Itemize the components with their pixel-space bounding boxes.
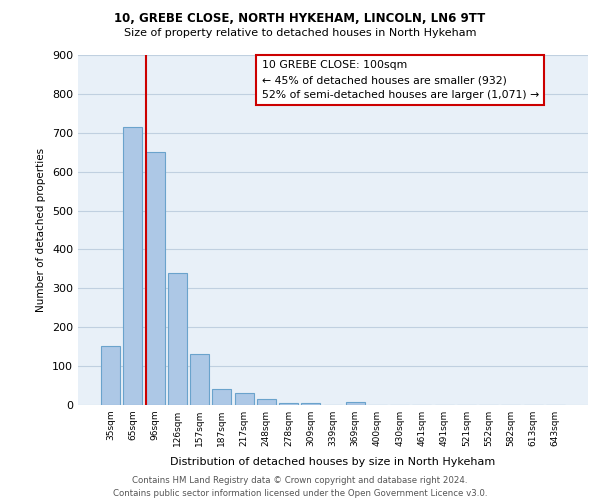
Text: 10, GREBE CLOSE, NORTH HYKEHAM, LINCOLN, LN6 9TT: 10, GREBE CLOSE, NORTH HYKEHAM, LINCOLN,… <box>115 12 485 26</box>
Bar <box>301 403 320 405</box>
Bar <box>101 346 120 405</box>
Text: 10 GREBE CLOSE: 100sqm
← 45% of detached houses are smaller (932)
52% of semi-de: 10 GREBE CLOSE: 100sqm ← 45% of detached… <box>262 60 539 100</box>
Bar <box>279 403 298 405</box>
Bar <box>124 127 142 405</box>
Bar <box>212 388 231 405</box>
Bar <box>146 152 164 405</box>
Bar <box>168 273 187 405</box>
Bar <box>190 354 209 405</box>
Bar <box>346 402 365 405</box>
Bar <box>235 394 254 405</box>
Bar <box>257 399 276 405</box>
X-axis label: Distribution of detached houses by size in North Hykeham: Distribution of detached houses by size … <box>170 458 496 468</box>
Text: Contains HM Land Registry data © Crown copyright and database right 2024.
Contai: Contains HM Land Registry data © Crown c… <box>113 476 487 498</box>
Y-axis label: Number of detached properties: Number of detached properties <box>37 148 46 312</box>
Text: Size of property relative to detached houses in North Hykeham: Size of property relative to detached ho… <box>124 28 476 38</box>
